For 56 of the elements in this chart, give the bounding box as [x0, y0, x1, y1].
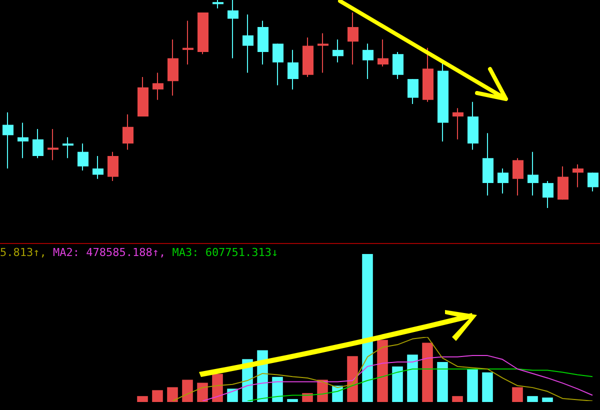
candlestick	[288, 49, 298, 90]
candlestick	[558, 166, 568, 200]
annotation: MA3: 607751.313↓	[172, 246, 278, 259]
candlestick	[318, 32, 328, 74]
candlestick	[588, 172, 598, 192]
candlestick	[168, 39, 178, 96]
bar	[452, 396, 463, 402]
candlestick	[108, 151, 118, 182]
candlestick	[182, 20, 194, 65]
candlestick	[18, 122, 28, 159]
candlestick	[348, 12, 358, 65]
candlestick	[122, 114, 134, 150]
bar	[272, 376, 283, 402]
candlestick	[572, 164, 584, 188]
bar	[362, 254, 373, 402]
candlestick	[528, 151, 538, 196]
annotation: 5.813↑,	[0, 246, 48, 259]
candlestick	[272, 43, 284, 86]
bar	[392, 366, 403, 402]
candlestick	[452, 108, 464, 140]
annotation: MA2: 478585.188↑,	[52, 246, 167, 259]
bar	[167, 387, 178, 402]
candlestick	[92, 156, 104, 180]
candlestick	[32, 128, 44, 159]
candlestick	[378, 39, 388, 68]
bar	[347, 356, 358, 402]
candlestick	[228, 0, 238, 59]
candlestick	[392, 52, 404, 80]
bar	[527, 396, 538, 402]
candlestick	[498, 168, 508, 194]
candlestick	[78, 143, 88, 172]
bar	[287, 399, 298, 402]
bar	[212, 374, 223, 402]
candlestick	[242, 14, 254, 74]
bar	[407, 354, 418, 402]
bar	[542, 398, 553, 402]
bar	[227, 388, 238, 402]
bar	[422, 342, 433, 402]
candlestick	[362, 43, 374, 80]
bar	[137, 396, 148, 402]
candlestick	[2, 112, 14, 169]
bar	[437, 362, 448, 402]
bar	[482, 372, 493, 402]
candlestick	[62, 136, 74, 159]
bar	[512, 387, 523, 402]
bar	[377, 340, 388, 402]
bar	[197, 382, 208, 402]
candlestick	[408, 78, 418, 104]
candlestick	[542, 180, 554, 208]
candlestick	[48, 128, 58, 161]
bar	[182, 380, 193, 402]
candlestick	[152, 72, 164, 100]
candlestick	[512, 158, 524, 196]
bar	[467, 369, 478, 402]
candlestick	[332, 39, 344, 63]
bar	[152, 390, 163, 402]
